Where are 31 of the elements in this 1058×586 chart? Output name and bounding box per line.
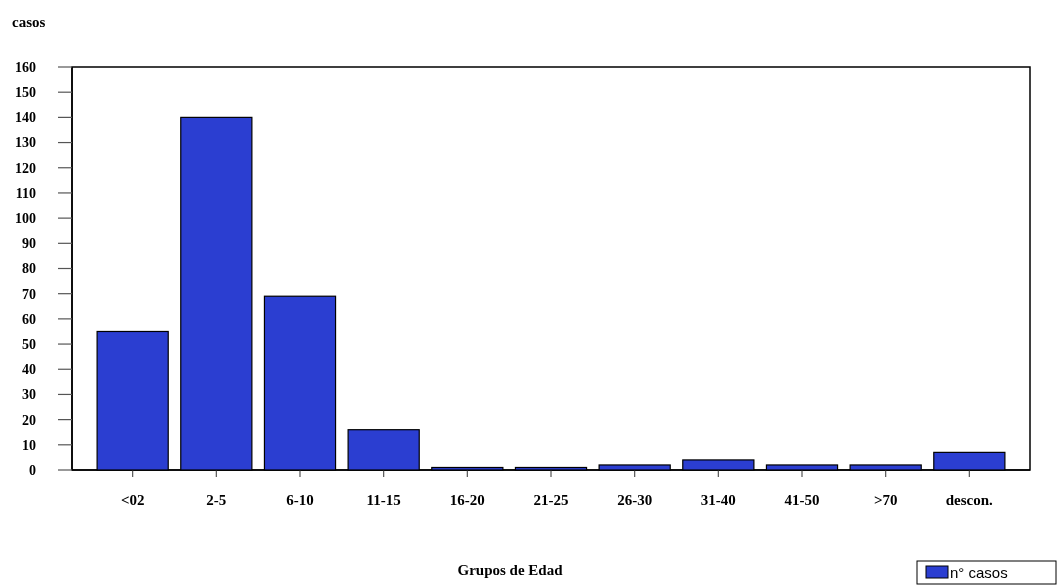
- y-tick-label: 140: [15, 110, 36, 126]
- x-tick-label: 16-20: [449, 492, 485, 508]
- x-tick-label: 21-25: [533, 492, 569, 508]
- x-tick-label: 6-10: [286, 492, 314, 508]
- y-tick-label: 10: [22, 437, 36, 453]
- x-tick-label: descon.: [945, 492, 994, 508]
- x-tick-label: 2-5: [206, 492, 227, 508]
- y-tick-label: 130: [15, 135, 36, 151]
- y-tick-label: 160: [15, 59, 36, 75]
- legend-label: n° casos: [950, 564, 1008, 581]
- y-tick-label: 50: [22, 336, 36, 352]
- y-tick-label: 80: [22, 261, 36, 277]
- x-tick-label: >70: [873, 492, 898, 508]
- x-tick-label: 26-30: [617, 492, 653, 508]
- y-tick-label: 30: [22, 387, 36, 403]
- y-tick-label: 60: [22, 311, 36, 327]
- y-tick-label: 110: [15, 185, 36, 201]
- x-axis-title: Grupos de Edad: [457, 562, 564, 578]
- y-tick-label: 120: [15, 160, 36, 176]
- y-axis-title: casos: [12, 14, 46, 30]
- x-tick-label: 31-40: [700, 492, 736, 508]
- y-tick-label: 40: [22, 362, 36, 378]
- y-tick-label: 20: [22, 412, 36, 428]
- x-tick-label: <02: [120, 492, 145, 508]
- y-tick-label: 0: [29, 462, 36, 478]
- y-tick-label: 100: [15, 211, 36, 227]
- y-tick-label: 70: [22, 286, 36, 302]
- x-tick-label: 11-15: [366, 492, 401, 508]
- y-tick-label: 90: [22, 236, 36, 252]
- x-tick-label: 41-50: [784, 492, 820, 508]
- y-tick-label: 150: [15, 85, 36, 101]
